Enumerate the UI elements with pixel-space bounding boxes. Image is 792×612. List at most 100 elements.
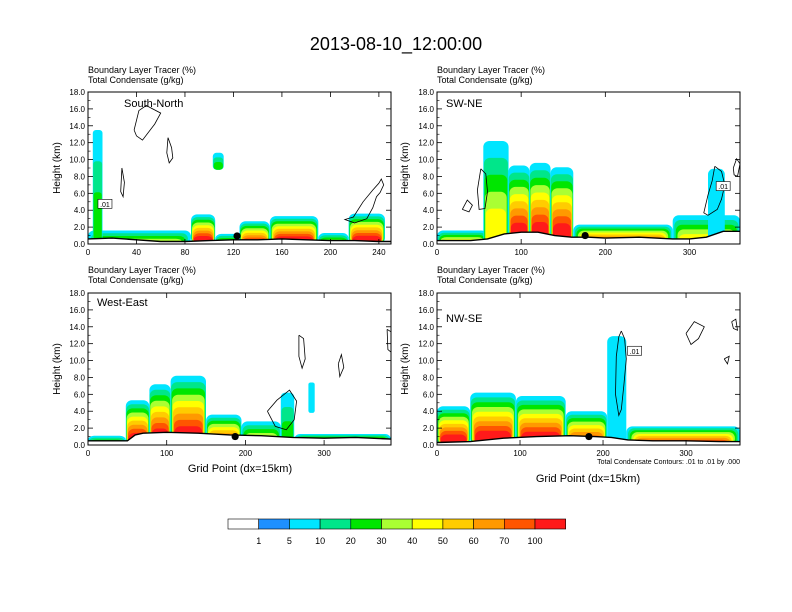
condensate-contour	[337, 353, 345, 379]
plot-content	[88, 328, 391, 445]
condensate-contour	[476, 168, 488, 210]
contour-label: .01	[718, 184, 728, 191]
panel-nw-se: Boundary Layer Tracer (%) Total Condensa…	[400, 265, 741, 485]
x-tick-label: 160	[275, 248, 289, 257]
x-tick-label: 100	[513, 449, 527, 458]
x-tick-label: 0	[435, 248, 440, 257]
condensate-contour	[298, 334, 306, 370]
colorbar-level-label: 40	[407, 536, 417, 546]
terrain-line	[437, 230, 740, 242]
condensate-contour	[723, 355, 730, 365]
panel-field-title: Boundary Layer Tracer (%)	[437, 65, 545, 75]
y-tick-label: 6.0	[74, 390, 86, 399]
x-tick-label: 100	[160, 449, 174, 458]
condensate-contour	[166, 137, 174, 164]
y-tick-label: 2.0	[74, 424, 86, 433]
x-tick-label: 0	[86, 449, 91, 458]
y-tick-label: 2.0	[423, 424, 435, 433]
x-tick-label: 300	[317, 449, 331, 458]
panel-sw-ne: Boundary Layer Tracer (%) Total Condensa…	[400, 65, 741, 257]
tracer-shell	[607, 336, 627, 445]
colorbar-level-label: 1	[256, 536, 261, 546]
x-tick-label: 100	[514, 248, 528, 257]
colorbar-swatch	[503, 518, 536, 530]
y-tick-label: 0.0	[423, 441, 435, 450]
contour-info-note: Total Condensate Contours: .01 to .01 by…	[597, 459, 740, 466]
colorbar-level-label: 5	[287, 536, 292, 546]
colorbar-swatch	[289, 518, 321, 530]
y-tick-label: 8.0	[74, 172, 86, 181]
x-axis-label: Grid Point (dx=15km)	[188, 463, 292, 475]
panel-south-north: Boundary Layer Tracer (%) Total Condensa…	[52, 65, 392, 257]
y-tick-label: 6.0	[74, 189, 86, 198]
plot-area: .01 0.0 2.0 4.0 6.0 8.0 10.0 12.0 14.0 16.0 18.0 0 1…	[418, 289, 741, 458]
condensate-contour	[120, 167, 125, 199]
terrain-fill	[88, 238, 391, 244]
colorbar-swatch	[534, 518, 567, 530]
x-tick-label: 200	[599, 248, 613, 257]
y-tick-label: 12.0	[69, 139, 85, 148]
plot-content: .01	[88, 105, 391, 244]
y-tick-label: 6.0	[423, 390, 435, 399]
colorbar-swatch	[319, 518, 352, 530]
y-tick-label: 12.0	[418, 139, 434, 148]
x-tick-label: 40	[132, 248, 141, 257]
contour-label-box	[715, 181, 731, 191]
y-tick-label: 14.0	[69, 122, 85, 131]
terrain-line	[88, 237, 391, 243]
colorbar-swatch	[227, 518, 260, 530]
condensate-contour	[386, 328, 391, 353]
contour-label: .01	[100, 202, 110, 209]
colorbar-swatch	[381, 518, 413, 530]
x-tick-label: 200	[324, 248, 338, 257]
panel-field-title: Boundary Layer Tracer (%)	[88, 265, 196, 275]
y-tick-label: 8.0	[423, 373, 435, 382]
plot-frame	[87, 91, 392, 245]
colorbar-level-label: 20	[346, 536, 356, 546]
x-axis-label: Grid Point (dx=15km)	[536, 473, 640, 485]
condensate-contour	[615, 330, 627, 417]
tracer-shell	[308, 382, 315, 413]
x-tick-label: 200	[596, 449, 610, 458]
x-tick-label: 200	[239, 449, 253, 458]
x-tick-label: 240	[372, 248, 386, 257]
condensate-contour	[343, 178, 385, 224]
y-tick-label: 2.0	[74, 223, 86, 232]
condensate-contour	[267, 389, 298, 431]
y-tick-label: 4.0	[74, 206, 86, 215]
y-axis-label: Height (km)	[400, 142, 411, 194]
panel-name-label: West-East	[97, 297, 148, 309]
y-tick-label: 4.0	[423, 407, 435, 416]
y-tick-label: 18.0	[69, 289, 85, 298]
panel-name-label: NW-SE	[446, 313, 482, 325]
x-tick-label: 0	[435, 449, 440, 458]
condensate-contour	[703, 165, 726, 216]
y-tick-label: 16.0	[69, 306, 85, 315]
colorbar-level-label: 70	[499, 536, 509, 546]
panel-field-subtitle: Total Condensate (g/kg)	[88, 275, 184, 285]
y-tick-label: 10.0	[69, 156, 85, 165]
panel-field-subtitle: Total Condensate (g/kg)	[88, 75, 184, 85]
location-dot	[585, 432, 593, 441]
colorbar-swatch	[442, 518, 474, 530]
plot-area: .01 0.0 2.0 4.0 6.0 8.0 10.0 12.0 14.0 16.0 18.0 0 4…	[69, 88, 392, 257]
condensate-contour	[133, 105, 162, 141]
y-tick-label: 6.0	[423, 189, 435, 198]
y-tick-label: 18.0	[418, 88, 434, 97]
condensate-contour	[461, 199, 473, 213]
figure-title: 2013-08-10_12:00:00	[310, 34, 482, 55]
contour-label-box	[627, 345, 642, 356]
location-dot	[581, 231, 589, 240]
x-tick-label: 120	[227, 248, 241, 257]
panel-field-title: Boundary Layer Tracer (%)	[88, 65, 196, 75]
y-axis-label: Height (km)	[52, 142, 63, 194]
colorbar-swatch	[411, 518, 444, 530]
panel-west-east: Boundary Layer Tracer (%) Total Condensa…	[52, 265, 392, 475]
x-tick-label: 300	[683, 248, 697, 257]
y-tick-label: 18.0	[69, 88, 85, 97]
y-tick-label: 8.0	[423, 172, 435, 181]
y-tick-label: 0.0	[423, 240, 435, 249]
y-tick-label: 10.0	[418, 357, 434, 366]
panel-field-title: Boundary Layer Tracer (%)	[437, 265, 545, 275]
panel-name-label: South-North	[124, 98, 183, 110]
